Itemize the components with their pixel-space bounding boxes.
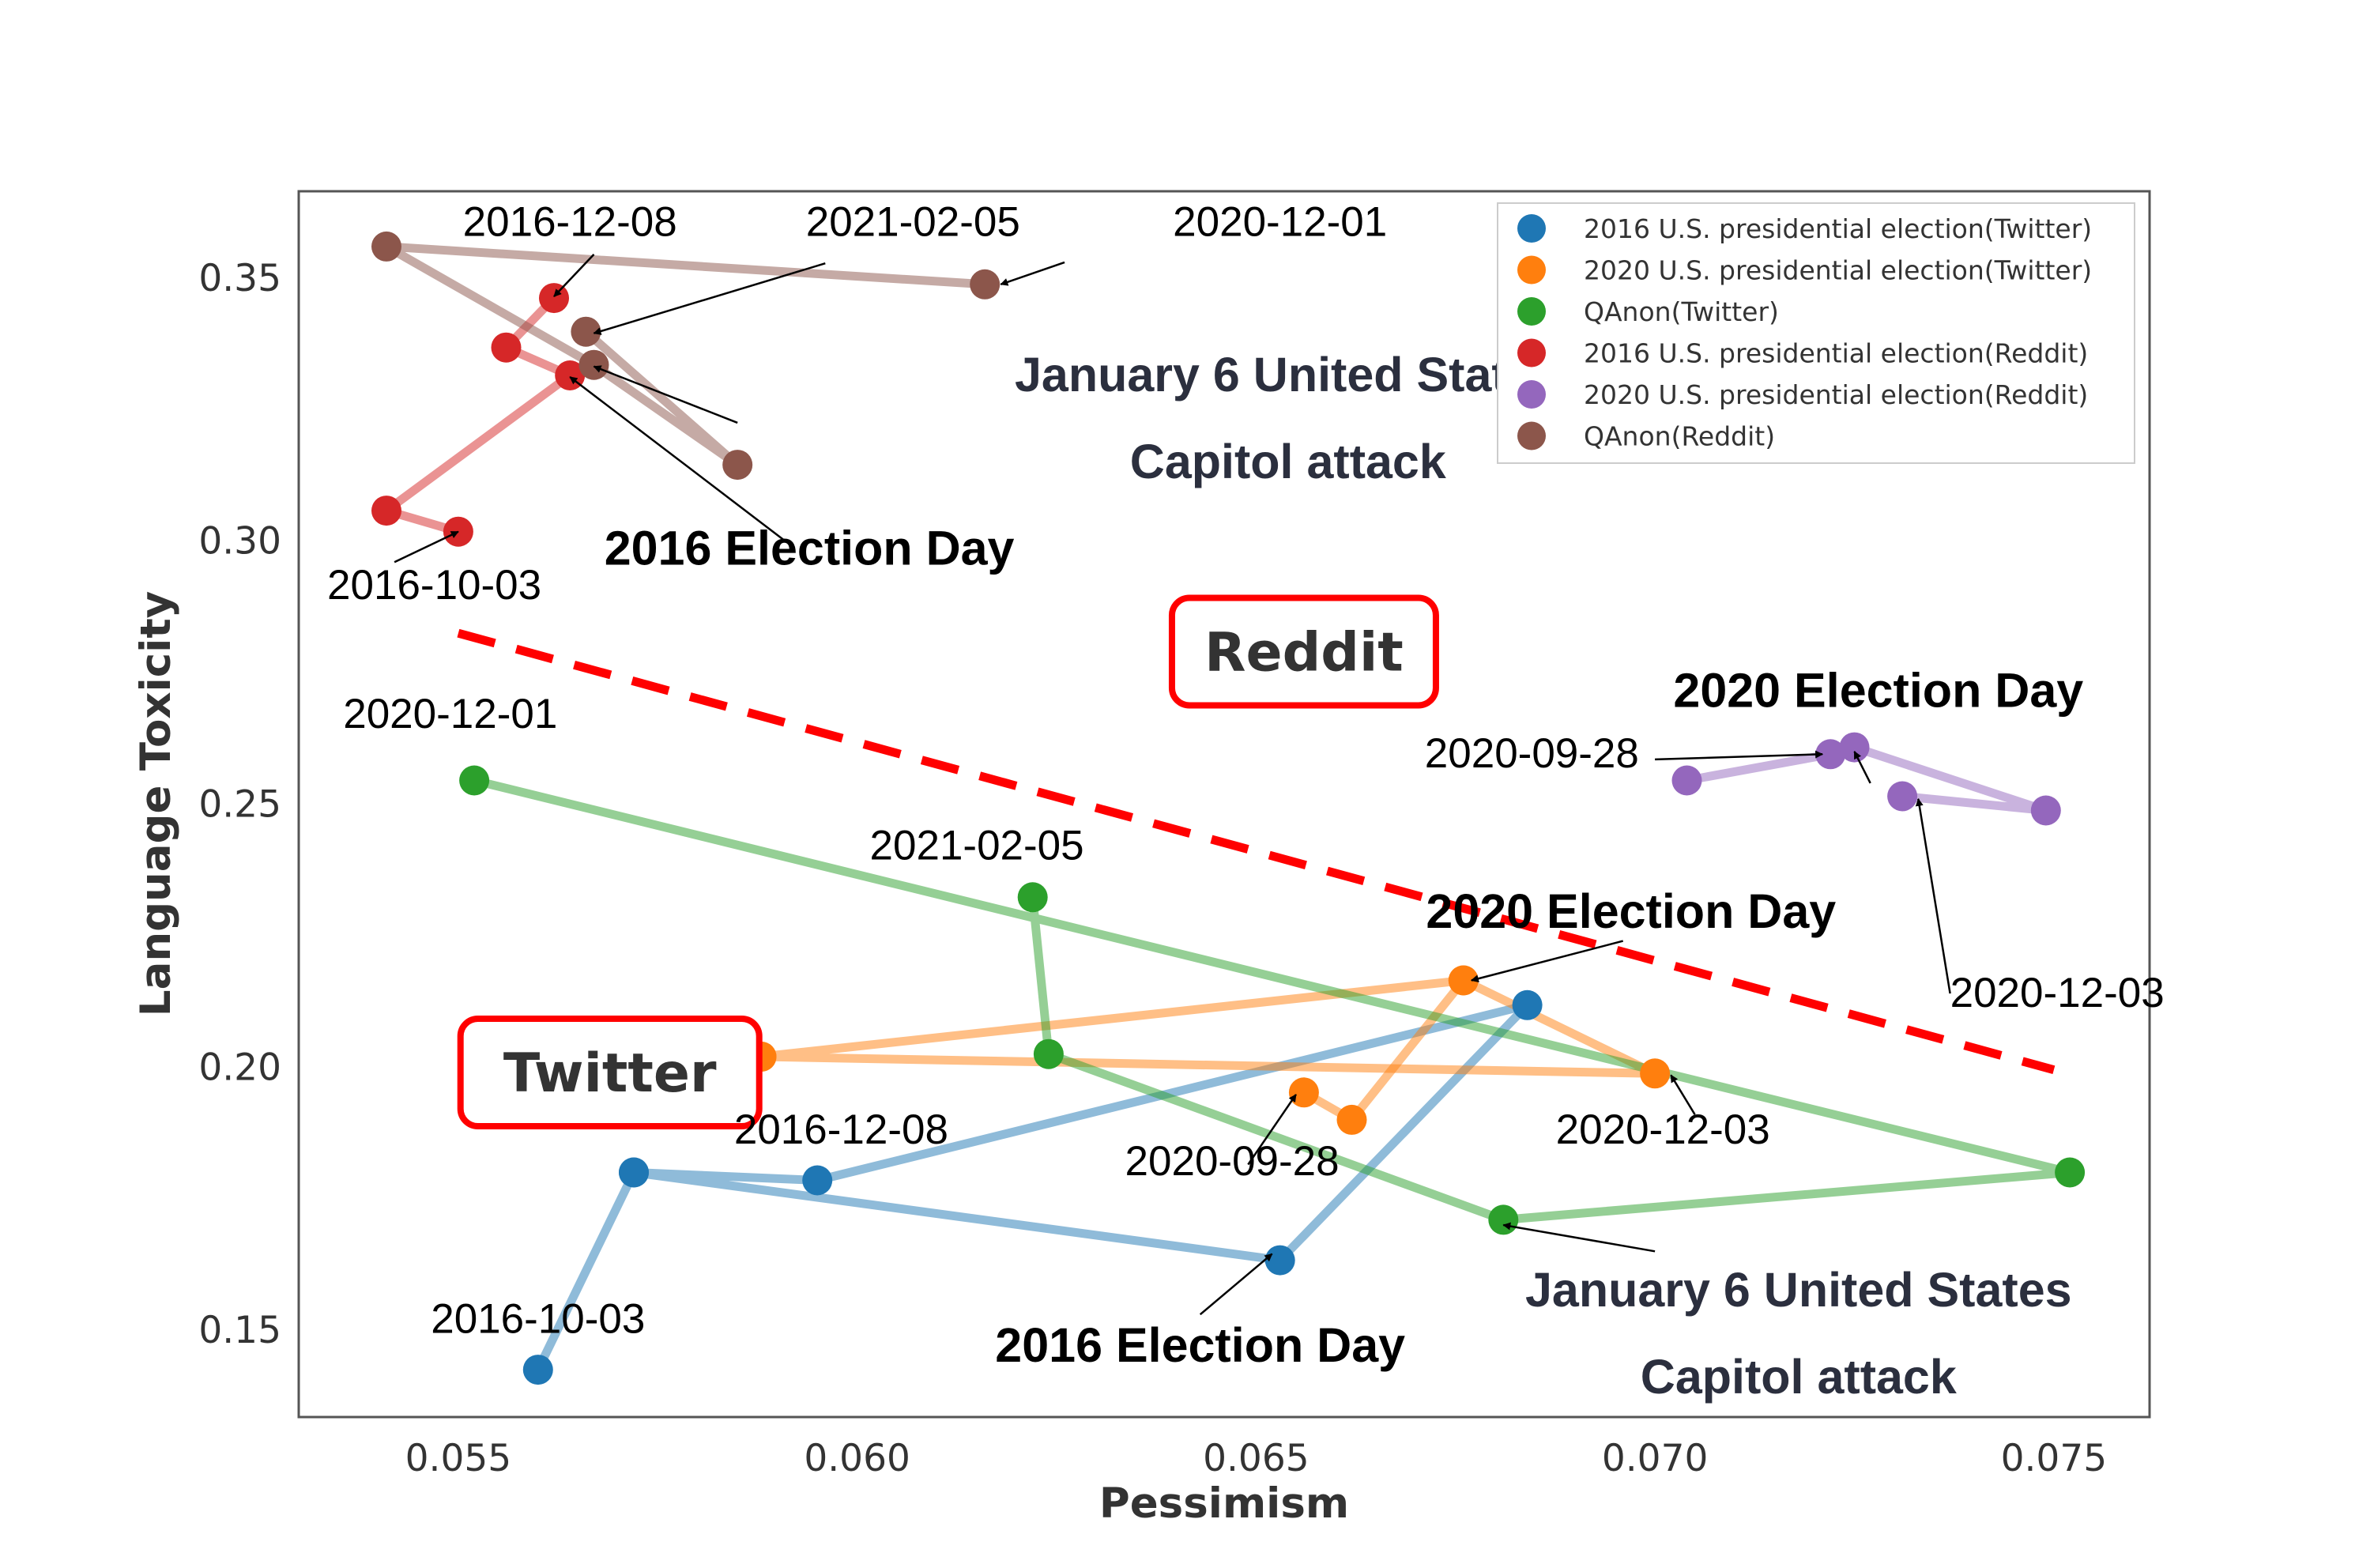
data-point [2030,795,2061,826]
legend-marker [1517,297,1546,326]
annotation-arrow [1853,751,1871,784]
x-tick-label: 0.070 [1602,1437,1709,1480]
data-point [491,332,522,363]
legend-marker [1517,255,1546,285]
legend: 2016 U.S. presidential election(Twitter)… [1497,202,2135,464]
data-point [578,349,609,380]
y-tick-label: 0.30 [198,520,281,564]
data-point [2055,1157,2086,1188]
annotation-arrow [1670,1074,1696,1115]
annotation-text: 2020 Election Day [1426,884,1836,938]
legend-label: QAnon(Reddit) [1584,421,1775,452]
annotation-arrow [1655,750,1824,761]
annotation-text: 2016-10-03 [431,1296,645,1343]
legend-label: 2016 U.S. presidential election(Twitter) [1584,213,2092,244]
data-point [1839,732,1870,763]
data-point [970,269,1001,300]
data-point [1815,739,1846,770]
legend-marker [1517,380,1546,409]
y-tick-label: 0.25 [198,783,281,827]
x-tick-label: 0.060 [804,1437,910,1480]
annotation-text: 2021-02-05 [870,822,1084,869]
legend-label: 2020 U.S. presidential election(Reddit) [1584,379,2088,410]
annotation-text: January 6 United States [1525,1263,2072,1317]
annotation-arrow [394,530,459,564]
legend-label: QAnon(Twitter) [1584,296,1779,327]
data-point [1033,1038,1064,1069]
axis-ticks: 0.055 0.060 0.065 0.070 0.075 0.15 0.20 0.25 0.3… [198,257,2107,1480]
annotation-text: January 6 United States [1015,348,1562,401]
annotation-arrow [1502,1222,1656,1253]
data-point [1488,1204,1519,1235]
data-point [571,316,601,347]
annotation-text: 2020-12-01 [1173,199,1387,246]
annotation-text: 2020-12-03 [1950,970,2165,1016]
annotation-arrow [1247,1094,1297,1166]
annotation-text: 2016-12-08 [463,199,677,246]
annotation-text: 2020 Election Day [1673,663,2083,717]
data-point [619,1157,649,1188]
platform-label-box [1168,594,1439,709]
data-point [1887,781,1918,812]
data-point [371,496,401,526]
annotation-arrow [1000,261,1065,286]
annotation-texts: Reddit Twitter 2016-12-08 2021-02-05 2020-12… [327,199,2165,1404]
platform-label: Twitter [503,1042,717,1105]
y-tick-label: 0.15 [198,1309,281,1352]
annotation-arrow [1915,797,1951,994]
annotation-text: 2016 Election Day [605,522,1015,575]
legend-marker [1517,214,1546,243]
data-point [1640,1058,1671,1089]
legend-label: 2016 U.S. presidential election(Reddit) [1584,338,2088,369]
annotation-text: 2021-02-05 [806,199,1020,246]
x-tick-label: 0.075 [2001,1437,2108,1480]
annotation-arrow [1199,1253,1273,1316]
annotation-arrow [553,254,595,297]
data-point [1512,989,1543,1020]
data-point [802,1165,833,1196]
legend-marker [1517,338,1546,368]
legend-box [1497,202,2135,464]
data-point [1288,1077,1319,1108]
platform-label: Reddit [1204,621,1404,684]
legend-label: 2020 U.S. presidential election(Twitter) [1584,255,2092,286]
y-tick-label: 0.20 [198,1046,281,1089]
data-point [722,450,753,481]
y-axis-label: Language Toxicity [132,591,180,1016]
annotation-text: 2020-09-28 [1425,730,1639,777]
data-point [1264,1245,1295,1276]
data-point [1448,965,1479,996]
y-tick-label: 0.35 [198,257,281,300]
data-point [522,1355,553,1385]
annotation-arrows [394,254,1951,1316]
annotation-text: Capitol attack [1641,1350,1957,1404]
data-point [371,231,401,262]
legend-marker [1517,421,1546,450]
platform-label-box [457,1015,763,1129]
annotation-text: Capitol attack [1130,435,1446,488]
annotation-text: 2016-12-08 [734,1106,948,1153]
data-point [539,283,569,314]
data-point [1017,882,1048,913]
annotation-text: 2020-12-01 [343,691,557,737]
annotation-arrow [569,376,786,542]
platform-divider [457,628,2056,1074]
annotation-text: 2020-09-28 [1125,1138,1340,1185]
data-point [1671,765,1702,796]
data-point [1336,1104,1367,1135]
x-axis-label: Pessimism [1099,1479,1349,1528]
annotation-arrow [593,365,738,424]
series-line [757,976,1660,1078]
x-tick-label: 0.055 [405,1437,512,1480]
annotation-text: 2016 Election Day [995,1318,1405,1372]
series-line [533,1001,1532,1374]
annotation-text: 2020-12-03 [1556,1106,1770,1153]
x-tick-label: 0.065 [1203,1437,1310,1480]
divider-line [457,628,2056,1074]
annotation-text: 2016-10-03 [327,562,541,609]
annotation-arrow [593,262,826,335]
data-point [459,765,490,796]
annotation-arrow [1470,940,1624,983]
